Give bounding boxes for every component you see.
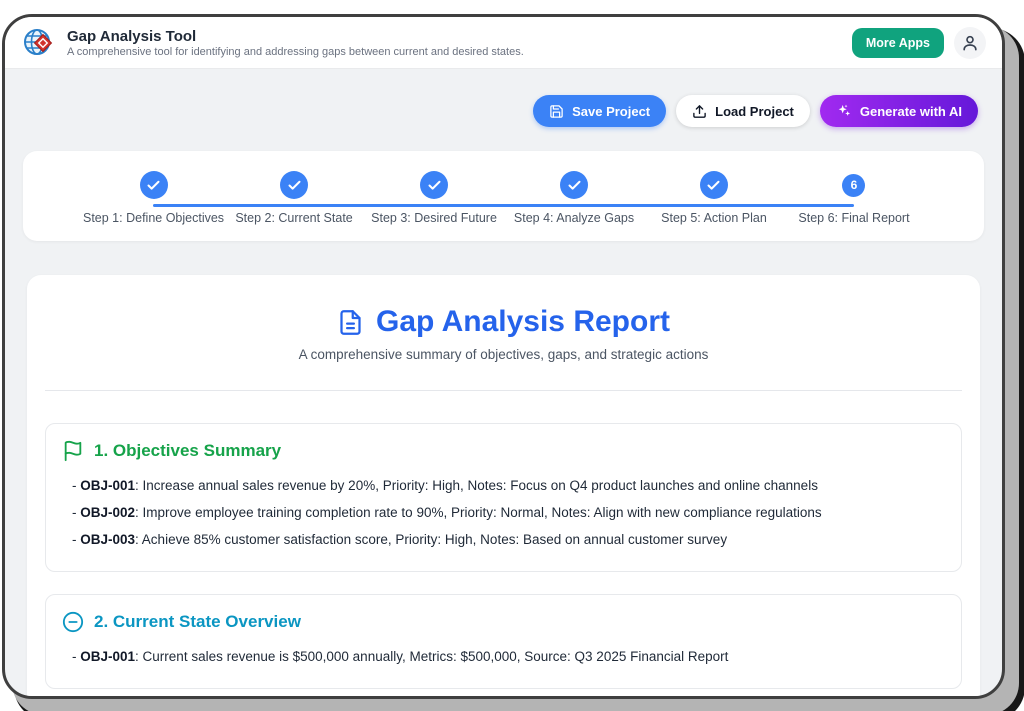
step-complete-check-icon: [699, 171, 728, 199]
step-complete-check-icon: [139, 171, 168, 199]
flag-icon: [62, 440, 84, 462]
step-label: Step 6: Final Report: [798, 211, 910, 225]
step-5-action-plan[interactable]: Step 5: Action Plan: [644, 171, 784, 225]
more-apps-button[interactable]: More Apps: [851, 27, 944, 58]
objective-id: OBJ-001: [80, 478, 136, 493]
app-title: Gap Analysis Tool: [67, 27, 197, 45]
step-complete-check-icon: [420, 171, 449, 199]
report-card: Gap Analysis Report A comprehensive summ…: [27, 275, 980, 696]
objective-item: - OBJ-003: Achieve 85% customer satisfac…: [72, 526, 945, 553]
step-label: Step 1: Define Objectives: [83, 211, 225, 225]
bullet: -: [72, 478, 77, 493]
user-icon: [960, 33, 980, 53]
step-complete-check-icon: [560, 171, 588, 199]
objective-text: : Achieve 85% customer satisfaction scor…: [135, 532, 728, 547]
objective-id: OBJ-001: [80, 649, 136, 664]
report-subtitle: A comprehensive summary of objectives, g…: [298, 347, 709, 362]
app-window: Gap Analysis Tool A comprehensive tool f…: [2, 14, 1005, 699]
step-label: Step 4: Analyze Gaps: [513, 211, 635, 225]
objective-item: - OBJ-001: Current sales revenue is $500…: [72, 643, 945, 670]
project-toolbar: Save Project Load Project Generate wit: [5, 69, 1002, 127]
bullet: -: [72, 505, 77, 520]
stepper-card: Step 1: Define Objectives Step 2: Curren…: [23, 151, 984, 241]
app-subtitle: A comprehensive tool for identifying and…: [67, 45, 524, 58]
stepper: Step 1: Define Objectives Step 2: Curren…: [83, 171, 924, 225]
app-title-block: Gap Analysis Tool A comprehensive tool f…: [67, 28, 524, 58]
report-divider: [45, 390, 962, 391]
section-current-state-overview: 2. Current State Overview - OBJ-001: Cur…: [45, 594, 962, 689]
section-title: 1. Objectives Summary: [94, 441, 282, 460]
step-label: Step 2: Current State: [235, 211, 353, 225]
save-project-button[interactable]: Save Project: [533, 95, 667, 127]
bullet: -: [72, 532, 77, 547]
step-complete-check-icon: [280, 171, 309, 199]
step-label: Step 5: Action Plan: [661, 211, 767, 225]
document-icon: [337, 309, 364, 336]
objective-text: : Improve employee training completion r…: [135, 505, 822, 520]
stepper-track: [152, 204, 855, 207]
minus-circle-icon: [62, 611, 84, 633]
load-project-label: Load Project: [715, 103, 794, 119]
app-logo-icon: [21, 25, 57, 61]
step-6-final-report[interactable]: 6 Step 6: Final Report: [784, 171, 924, 225]
step-4-analyze-gaps[interactable]: Step 4: Analyze Gaps: [504, 171, 644, 225]
step-2-current-state[interactable]: Step 2: Current State: [224, 171, 364, 225]
user-profile-button[interactable]: [954, 26, 986, 59]
upload-icon: [692, 104, 707, 119]
step-1-define-objectives[interactable]: Step 1: Define Objectives: [83, 171, 224, 225]
sparkles-icon: [836, 103, 852, 119]
step-3-desired-future[interactable]: Step 3: Desired Future: [364, 171, 504, 225]
objective-text: : Increase annual sales revenue by 20%, …: [135, 478, 818, 493]
objective-item: - OBJ-002: Improve employee training com…: [72, 499, 945, 526]
save-project-label: Save Project: [572, 103, 651, 119]
step-label: Step 3: Desired Future: [371, 211, 497, 225]
objective-item: - OBJ-001: Increase annual sales revenue…: [72, 472, 945, 499]
app-header: Gap Analysis Tool A comprehensive tool f…: [5, 17, 1002, 69]
objective-id: OBJ-002: [80, 505, 136, 520]
objective-text: : Current sales revenue is $500,000 annu…: [135, 649, 729, 664]
bullet: -: [72, 649, 77, 664]
generate-with-ai-button[interactable]: Generate with AI: [819, 95, 978, 127]
section-objectives-summary: 1. Objectives Summary - OBJ-001: Increas…: [45, 423, 962, 572]
step-current-number-badge: 6: [842, 173, 866, 197]
save-icon: [549, 104, 564, 119]
report-title: Gap Analysis Report: [376, 305, 670, 338]
generate-with-ai-label: Generate with AI: [859, 103, 962, 119]
section-title: 2. Current State Overview: [94, 612, 301, 631]
objective-id: OBJ-003: [80, 532, 136, 547]
load-project-button[interactable]: Load Project: [676, 95, 810, 127]
